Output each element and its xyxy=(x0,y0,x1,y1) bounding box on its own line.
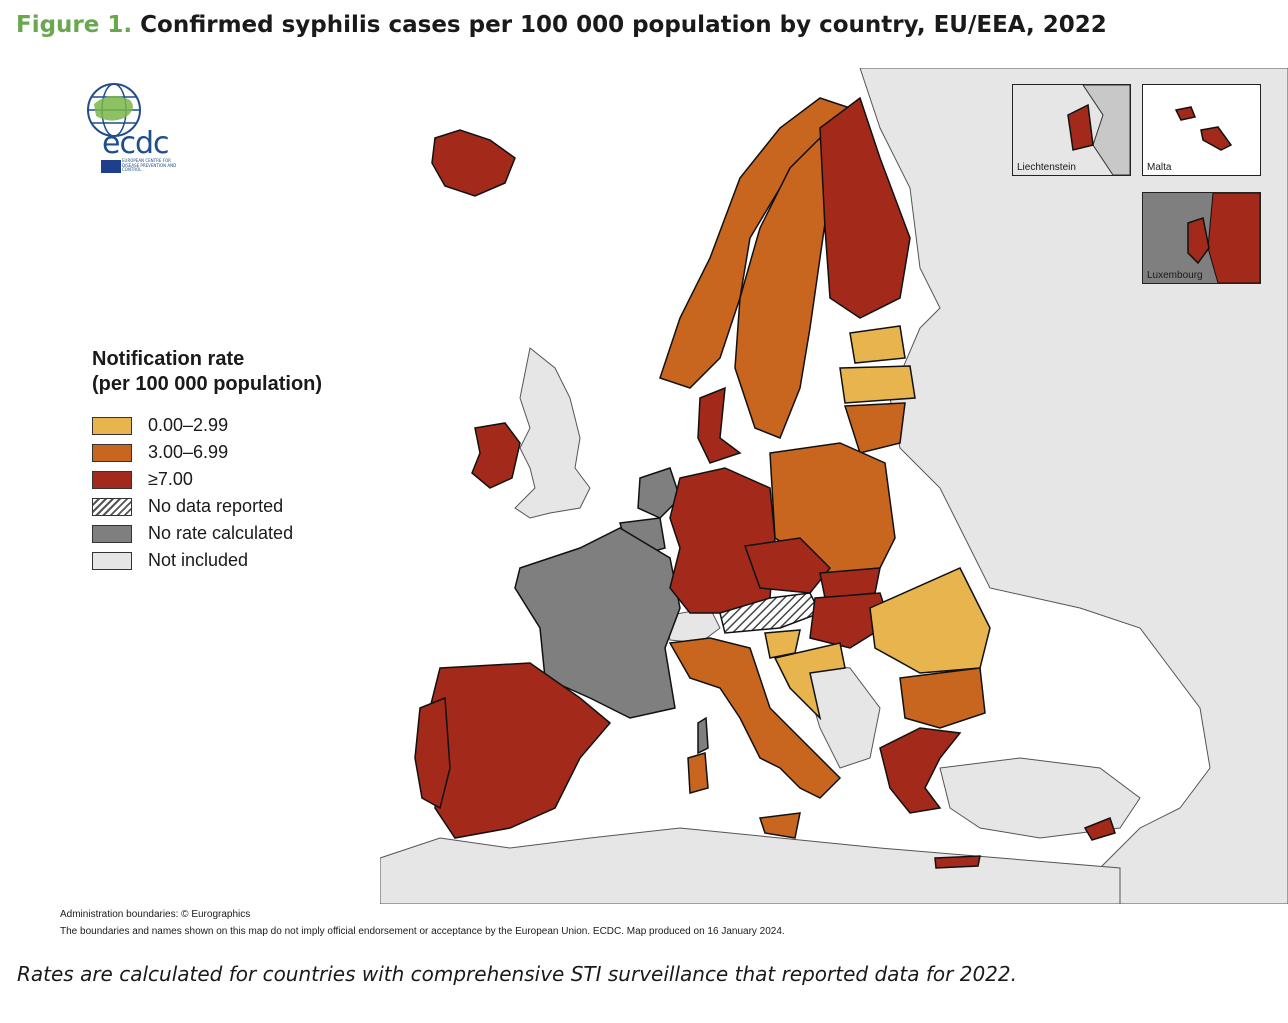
latvia xyxy=(839,365,916,404)
inset-label-liechtenstein: Liechtenstein xyxy=(1017,162,1076,173)
sicily xyxy=(758,812,801,839)
legend-item-high: ≥7.00 xyxy=(92,466,322,493)
figure-title-text: Confirmed syphilis cases per 100 000 pop… xyxy=(140,12,1107,38)
germany xyxy=(669,467,776,614)
legend-swatch-high xyxy=(92,470,132,489)
legend-item-low: 0.00–2.99 xyxy=(92,412,322,439)
legend-swatch-norate xyxy=(92,524,132,543)
legend-label: ≥7.00 xyxy=(148,469,193,489)
czechia xyxy=(743,537,832,594)
sardinia xyxy=(687,752,709,794)
logo-subtitle: EUROPEAN CENTRE FOR DISEASE PREVENTION A… xyxy=(122,158,177,172)
balkans xyxy=(799,662,881,769)
portugal xyxy=(414,696,451,810)
inset-luxembourg-map xyxy=(1143,193,1260,283)
legend-swatch-nodata xyxy=(92,497,132,516)
figure-title: Figure 1. Confirmed syphilis cases per 1… xyxy=(16,12,1107,38)
footnote-admin: Administration boundaries: © Eurographic… xyxy=(60,909,251,920)
iceland xyxy=(431,129,516,197)
italy xyxy=(668,637,842,799)
legend-label: 0.00–2.99 xyxy=(148,415,229,435)
legend-label: Not included xyxy=(148,550,249,570)
inset-malta-map xyxy=(1174,106,1233,151)
legend-swatch-notincluded xyxy=(92,551,132,570)
united-kingdom xyxy=(514,347,591,519)
legend-item-norate: No rate calculated xyxy=(92,520,322,547)
crete xyxy=(934,855,981,869)
inset-luxembourg: Luxembourg xyxy=(1142,192,1261,284)
logo-text: ecdc xyxy=(102,126,169,161)
caption: Rates are calculated for countries with … xyxy=(17,962,1017,986)
legend-item-notincluded: Not included xyxy=(92,547,322,574)
legend-swatch-low xyxy=(92,416,132,435)
legend-label: 3.00–6.99 xyxy=(148,442,229,462)
legend-label: No data reported xyxy=(148,496,284,516)
ecdc-globe-icon xyxy=(87,83,141,137)
legend-item-mid: 3.00–6.99 xyxy=(92,439,322,466)
europe-map-svg xyxy=(380,68,1288,904)
inset-liechtenstein-map xyxy=(1013,85,1130,175)
lithuania xyxy=(843,402,906,454)
hungary xyxy=(809,592,891,649)
ireland xyxy=(471,422,521,489)
land-africa xyxy=(380,827,1121,904)
inset-liechtenstein: Liechtenstein xyxy=(1012,84,1131,176)
inset-malta: Malta xyxy=(1142,84,1261,176)
turkey xyxy=(939,757,1141,839)
eu-flag-icon xyxy=(101,160,121,173)
europe-map: Liechtenstein Malta Luxembourg xyxy=(380,68,1288,904)
corsica xyxy=(697,716,709,755)
bulgaria xyxy=(899,667,986,729)
denmark xyxy=(697,386,742,464)
romania xyxy=(869,567,991,674)
legend-title-line2: (per 100 000 population) xyxy=(92,373,323,395)
greece xyxy=(879,727,962,814)
inset-label-malta: Malta xyxy=(1147,162,1172,173)
footnote-disclaimer: The boundaries and names shown on this m… xyxy=(60,926,785,937)
inset-label-luxembourg: Luxembourg xyxy=(1147,270,1203,281)
legend: Notification rate (per 100 000 populatio… xyxy=(92,347,322,574)
france xyxy=(514,527,681,719)
sweden xyxy=(734,136,831,439)
cyprus xyxy=(1083,817,1116,841)
netherlands xyxy=(637,467,681,519)
legend-item-nodata: No data reported xyxy=(92,493,322,520)
estonia xyxy=(849,325,906,364)
legend-swatch-mid xyxy=(92,443,132,462)
legend-title-line1: Notification rate xyxy=(92,348,245,370)
legend-label: No rate calculated xyxy=(148,523,294,543)
figure-number: Figure 1. xyxy=(16,12,133,38)
finland xyxy=(819,96,911,319)
croatia xyxy=(773,642,846,721)
